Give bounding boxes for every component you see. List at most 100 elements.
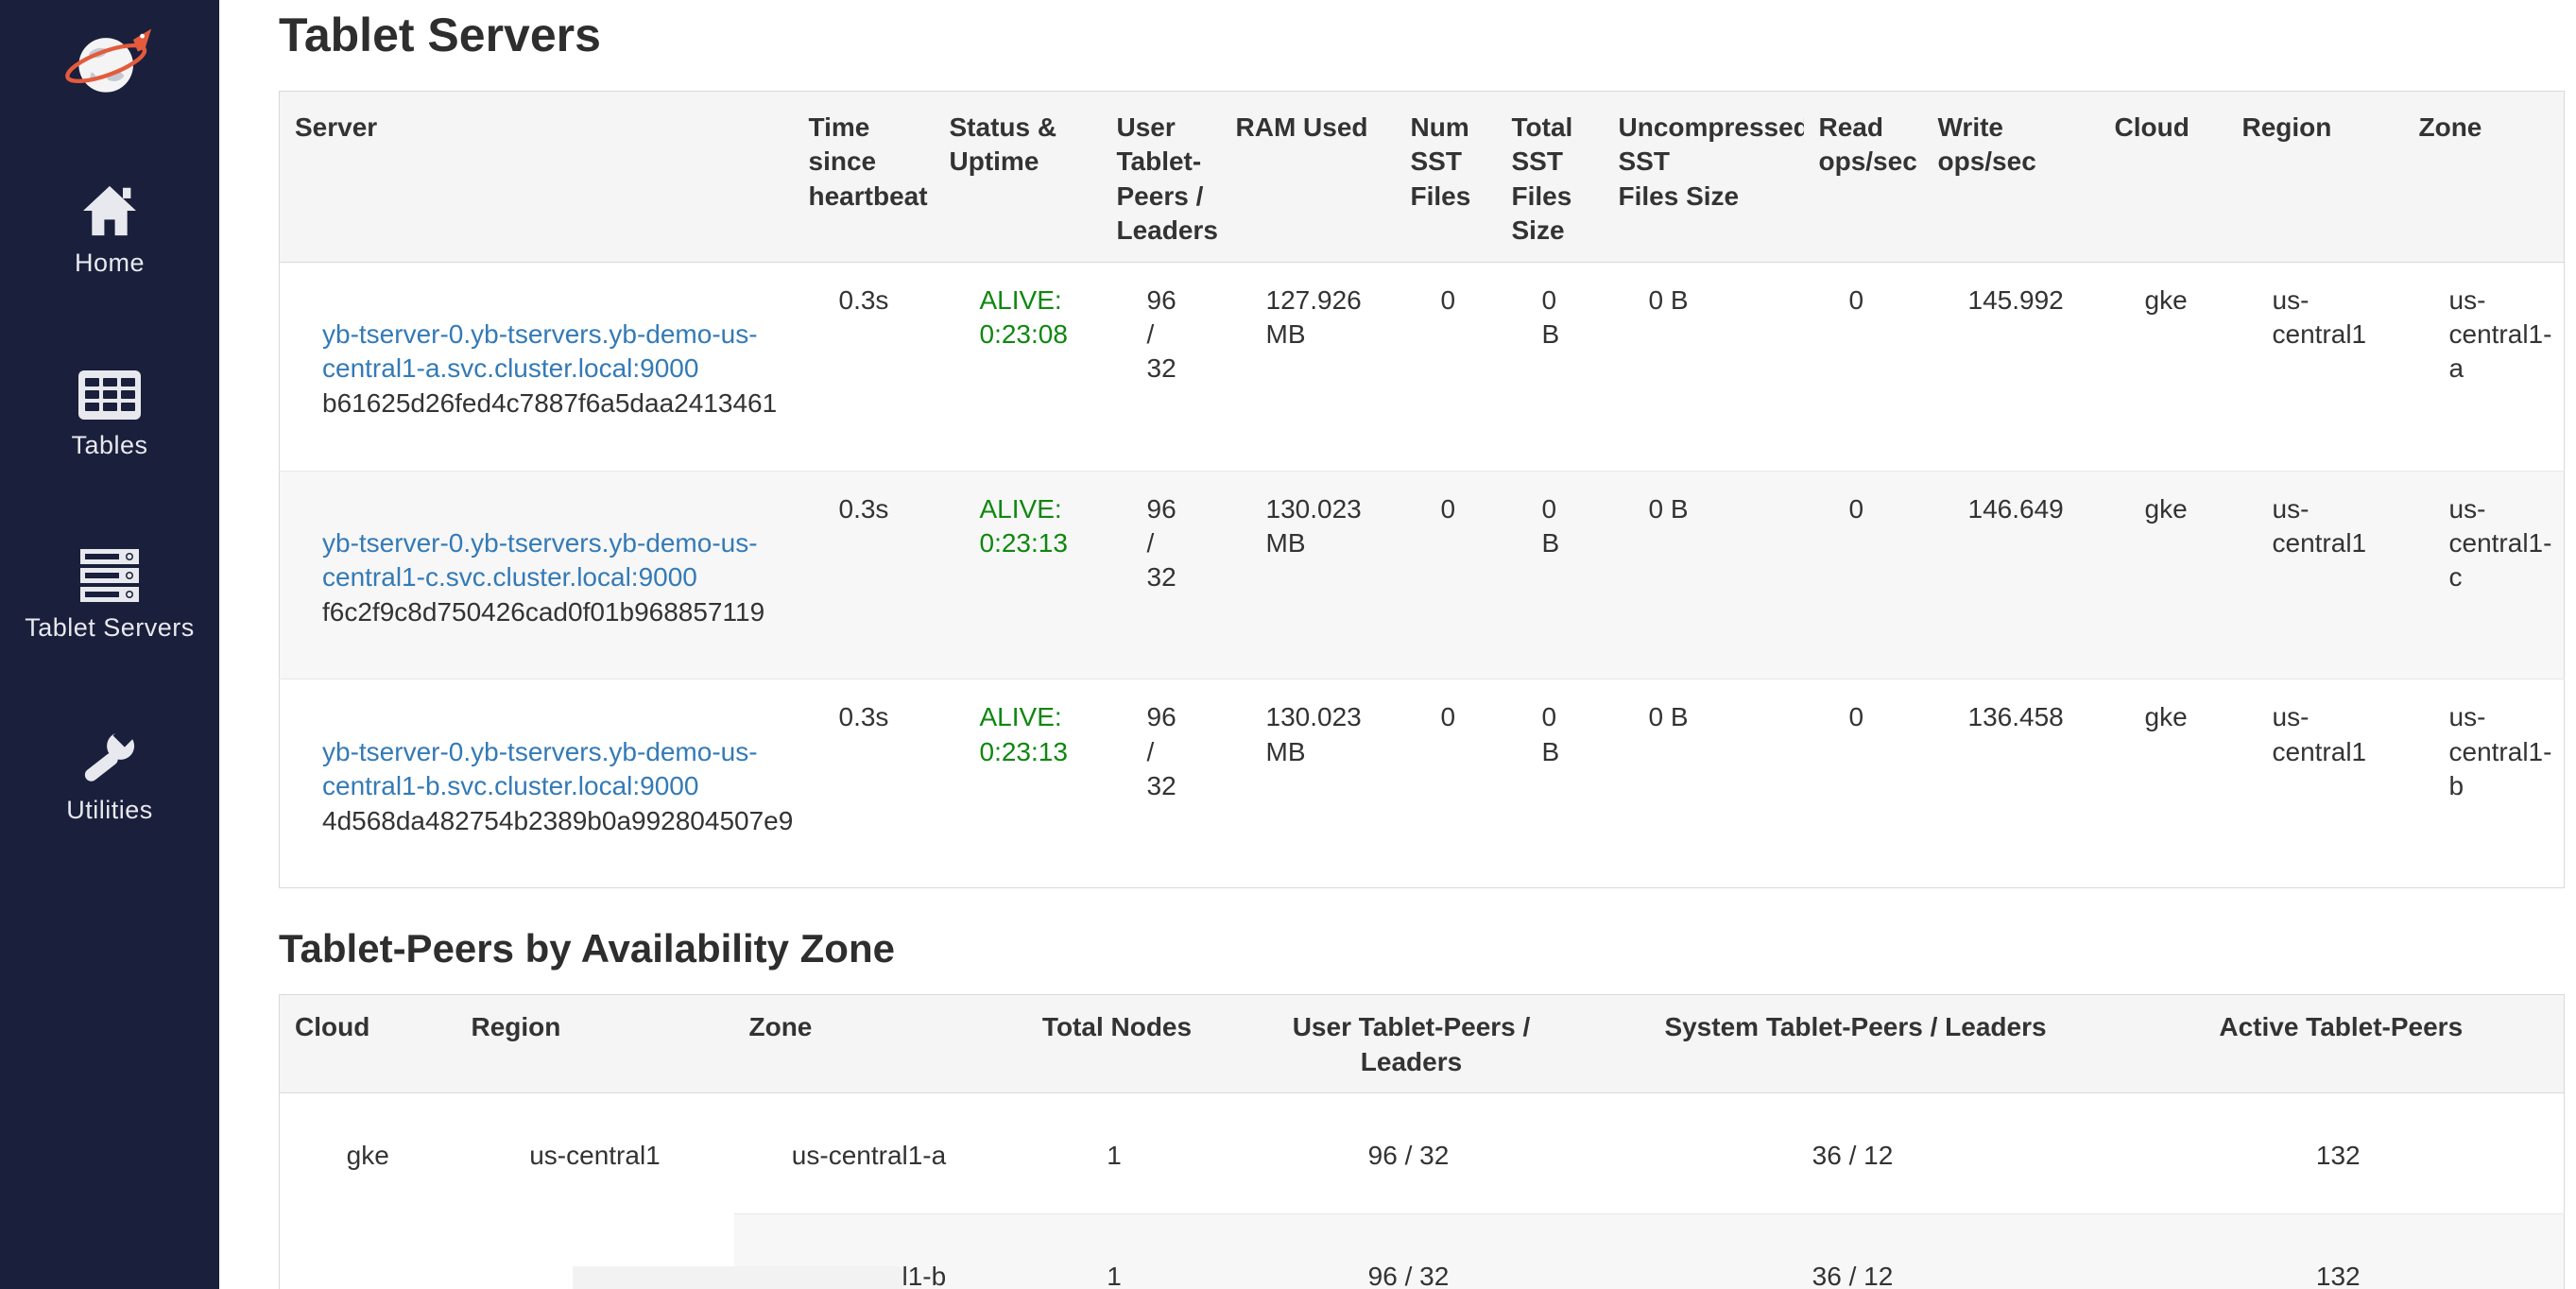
uncompressed-sst-cell: 0 B (1648, 284, 1689, 315)
utilities-icon (80, 730, 139, 784)
ram-cell: 130.023 MB (1220, 470, 1396, 679)
server-link[interactable]: yb-tserver-0.yb-tservers.yb-demo-us- cen… (322, 318, 758, 384)
tablet-servers-icon (78, 547, 141, 602)
heartbeat-cell: 0.3s (793, 679, 935, 888)
ram-cell: 127.926 MB (1265, 284, 1362, 349)
status-cell: ALIVE: 0:23:13 (934, 679, 1102, 888)
yugabyte-logo-icon[interactable] (64, 25, 155, 105)
col-server: Server (279, 91, 794, 263)
user-tablet-peers-cell: 96 / 32 (1101, 679, 1221, 888)
sidebar-item-label: Tablet Servers (25, 613, 195, 642)
col-total-sst: Total SST Files Size (1496, 91, 1604, 263)
write-ops-cell: 146.649 (1922, 470, 2100, 679)
col-heartbeat: Time since heartbeat (793, 91, 935, 263)
status-cell: ALIVE: 0:23:13 (934, 470, 1102, 679)
col-ram: RAM Used (1220, 91, 1396, 263)
az-row: gke us-central1 us-central1-a 1 96 / 32 … (279, 1092, 2565, 1289)
az-total-nodes-cell: 1 (1004, 1213, 1225, 1289)
cloud-cell: gke (2099, 679, 2227, 888)
col-num-sst: Num SST Files (1395, 91, 1497, 263)
zone-cell: us- central1- a (2448, 284, 2552, 384)
write-ops-cell: 136.458 (1922, 679, 2100, 888)
sidebar-item-tablet-servers[interactable]: Tablet Servers (0, 547, 219, 643)
col-user-tablet-peers: User Tablet- Peers / Leaders (1101, 91, 1221, 263)
read-ops-cell: 0 (1848, 284, 1864, 315)
page-title: Tablet Servers (279, 9, 601, 61)
total-sst-cell: 0 B (1496, 470, 1604, 679)
az-region-cell: us-central1 (455, 1092, 734, 1289)
total-sst-cell: 0 B (1496, 679, 1604, 888)
tserver-row: yb-tserver-0.yb-tservers.yb-demo-us- cen… (280, 262, 2565, 471)
col-az-cloud: Cloud (279, 994, 456, 1094)
sidebar-item-label: Utilities (66, 796, 153, 824)
az-user-tp-cell: 96 / 32 (1224, 1213, 1593, 1289)
sidebar-item-label: Tables (71, 431, 148, 459)
uncompressed-sst-cell: 0 B (1603, 470, 1804, 679)
col-uncompressed-sst: Uncompressed SST Files Size (1603, 91, 1804, 263)
tserver-header-row: Server Time since heartbeat Status & Upt… (279, 91, 2565, 263)
ram-cell: 130.023 MB (1220, 679, 1396, 888)
zone-cell: us- central1- b (2403, 679, 2565, 888)
num-sst-cell: 0 (1440, 284, 1456, 315)
zone-cell: us- central1- c (2403, 470, 2565, 679)
tserver-row: yb-tserver-0.yb-tservers.yb-demo-us- cen… (279, 679, 2565, 888)
az-zone-cell: us-central1-a (791, 1141, 947, 1171)
server-cell: yb-tserver-0.yb-tservers.yb-demo-us- cen… (279, 679, 794, 888)
heartbeat-cell: 0.3s (793, 470, 935, 679)
col-az-region: Region (455, 994, 734, 1094)
status-cell: ALIVE: 0:23:08 (979, 284, 1068, 349)
write-ops-cell: 145.992 (1967, 284, 2064, 315)
col-az-total-nodes: Total Nodes (1004, 994, 1225, 1094)
main-content: Tablet Servers Server Time since heartbe… (219, 8, 2576, 1289)
server-link[interactable]: yb-tserver-0.yb-tservers.yb-demo-us- cen… (322, 527, 758, 593)
server-cell: yb-tserver-0.yb-tservers.yb-demo-us- cen… (280, 262, 794, 471)
server-cell: yb-tserver-0.yb-tservers.yb-demo-us- cen… (279, 470, 794, 679)
home-icon (81, 182, 138, 237)
az-system-tp-cell: 36 / 12 (1812, 1141, 1894, 1171)
sidebar-nav: Home Tables (0, 182, 219, 825)
az-header-row: Cloud Region Zone Total Nodes User Table… (279, 994, 2565, 1094)
server-uuid: f6c2f9c8d750426cad0f01b968857119 (322, 596, 765, 627)
az-active-tp-cell: 132 (2315, 1141, 2361, 1171)
sidebar-item-tables[interactable]: Tables (0, 365, 219, 460)
col-az-user-tp: User Tablet-Peers / Leaders (1224, 994, 1593, 1094)
col-az-system-tp: System Tablet-Peers / Leaders (1592, 994, 2113, 1094)
num-sst-cell: 0 (1395, 679, 1497, 888)
col-status: Status & Uptime (934, 91, 1102, 263)
user-tablet-peers-cell: 96 / 32 (1146, 284, 1176, 384)
uncompressed-sst-cell: 0 B (1603, 679, 1804, 888)
sidebar-item-label: Home (74, 249, 146, 277)
link-status-bubble (573, 1266, 903, 1289)
user-tablet-peers-cell: 96 / 32 (1101, 470, 1221, 679)
num-sst-cell: 0 (1395, 470, 1497, 679)
tables-icon (78, 365, 141, 420)
col-zone: Zone (2403, 91, 2565, 263)
read-ops-cell: 0 (1803, 679, 1923, 888)
region-cell: us- central1 (2226, 679, 2404, 888)
col-az-active-tp: Active Tablet-Peers (2112, 994, 2565, 1094)
read-ops-cell: 0 (1803, 470, 1923, 679)
region-cell: us- central1 (2272, 284, 2367, 349)
az-total-nodes-cell: 1 (1107, 1141, 1122, 1171)
col-az-zone: Zone (733, 994, 1005, 1094)
tablet-servers-table: Server Time since heartbeat Status & Upt… (279, 91, 2565, 889)
az-active-tp-cell: 132 (2112, 1213, 2565, 1289)
col-cloud: Cloud (2099, 91, 2227, 263)
sidebar-item-home[interactable]: Home (0, 182, 219, 278)
col-read-ops: Read ops/sec (1803, 91, 1923, 263)
az-system-tp-cell: 36 / 12 (1592, 1213, 2113, 1289)
az-row: us-central1-b 1 96 / 32 36 / 12 132 (280, 1213, 2565, 1289)
cloud-cell: gke (2144, 284, 2188, 315)
sidebar: Home Tables (0, 0, 219, 1289)
col-write-ops: Write ops/sec (1922, 91, 2100, 263)
az-cloud-cell: gke (279, 1092, 456, 1289)
region-cell: us- central1 (2226, 470, 2404, 679)
tablet-peers-by-az-table: Cloud Region Zone Total Nodes User Table… (279, 994, 2565, 1289)
heartbeat-cell: 0.3s (838, 284, 889, 315)
server-uuid: b61625d26fed4c7887f6a5daa2413461 (322, 387, 778, 418)
server-link[interactable]: yb-tserver-0.yb-tservers.yb-demo-us- cen… (322, 736, 758, 801)
tserver-row: yb-tserver-0.yb-tservers.yb-demo-us- cen… (279, 470, 2565, 679)
az-user-tp-cell: 96 / 32 (1367, 1141, 1450, 1171)
sidebar-item-utilities[interactable]: Utilities (0, 730, 219, 825)
cloud-cell: gke (2099, 470, 2227, 679)
